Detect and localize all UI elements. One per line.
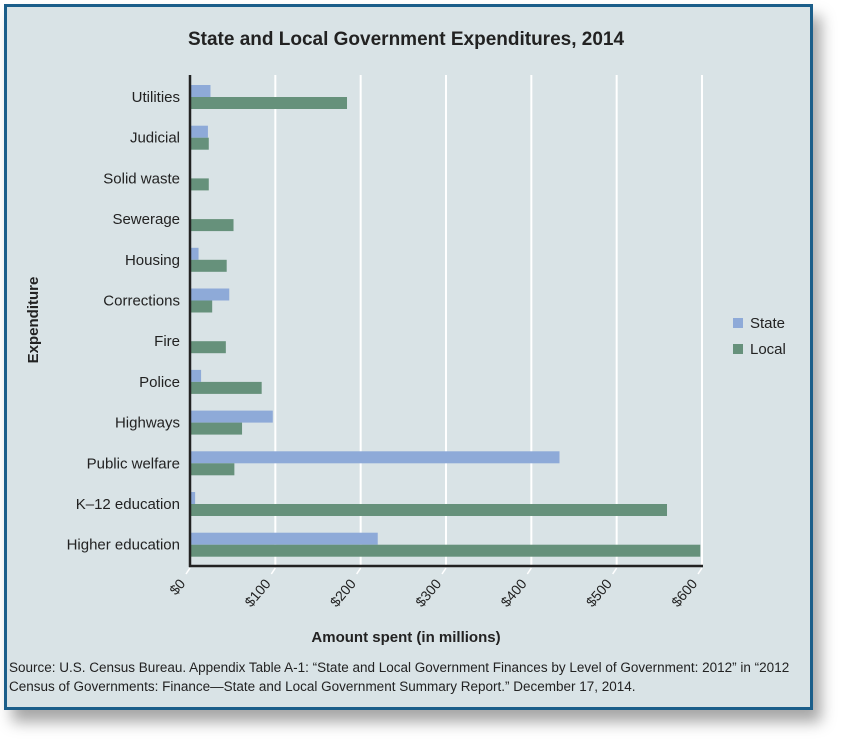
bar-state: [190, 247, 199, 260]
category-label: Judicial: [130, 130, 180, 147]
tick-mark: [612, 567, 618, 575]
x-tick-label: $100: [241, 575, 273, 609]
legend-swatch-state: [733, 318, 743, 328]
chart-title: State and Local Government Expenditures,…: [188, 29, 625, 50]
bar-local: [190, 422, 243, 435]
bar-state: [190, 532, 378, 545]
category-label: Solid waste: [103, 170, 180, 187]
category-label: Fire: [154, 333, 180, 350]
category-label: K–12 education: [76, 496, 180, 513]
x-tick-label: $300: [412, 575, 444, 609]
category-label: Sewerage: [112, 211, 180, 228]
bar-local: [190, 504, 668, 516]
category-label: Utilities: [132, 89, 180, 106]
bar-local: [190, 463, 235, 476]
bar-local: [190, 97, 348, 109]
y-axis-label: Expenditure: [25, 277, 42, 364]
tick-mark: [441, 567, 447, 575]
bar-local: [190, 259, 227, 272]
bar-local: [190, 137, 209, 150]
tick-mark: [526, 567, 532, 575]
bar-local: [190, 178, 209, 191]
x-axis-label: Amount spent (in millions): [311, 629, 500, 646]
tick-mark: [270, 567, 276, 575]
bar-state: [190, 85, 211, 97]
bar-local: [190, 341, 226, 354]
tick-mark: [185, 567, 191, 575]
legend-label: State: [750, 315, 785, 332]
legend-swatch-local: [733, 344, 743, 354]
x-tick-label: $600: [668, 575, 700, 609]
bar-state: [190, 125, 208, 138]
category-label: Housing: [125, 252, 180, 269]
bar-state: [190, 492, 196, 504]
bar-state: [190, 288, 230, 301]
bar-state: [190, 410, 273, 423]
bar-local: [190, 544, 701, 557]
source-note: Source: U.S. Census Bureau. Appendix Tab…: [9, 660, 790, 694]
legend-label: Local: [750, 341, 786, 358]
category-label: Corrections: [103, 293, 180, 310]
x-tick-label: $0: [166, 575, 188, 597]
x-tick-label: $400: [497, 575, 529, 609]
bar-state: [190, 369, 202, 382]
tick-mark: [697, 567, 703, 575]
category-label: Police: [139, 374, 180, 391]
category-label: Highways: [115, 415, 180, 432]
x-tick-label: $500: [583, 575, 615, 609]
bar-local: [190, 219, 234, 232]
category-label: Public welfare: [87, 455, 180, 472]
bar-state: [190, 451, 560, 464]
x-tick-label: $200: [327, 575, 359, 609]
bar-local: [190, 381, 262, 394]
category-label: Higher education: [67, 537, 180, 554]
chart-frame: [4, 4, 813, 710]
bar-local: [190, 300, 213, 313]
tick-mark: [356, 567, 362, 575]
